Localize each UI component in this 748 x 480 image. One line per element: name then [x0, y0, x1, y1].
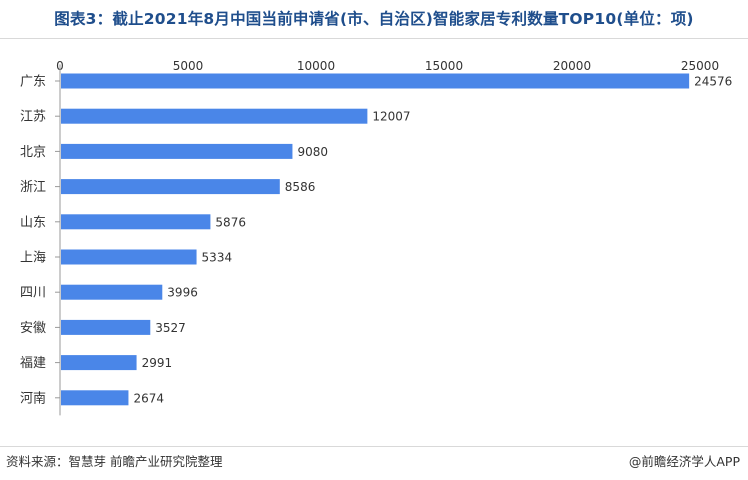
category-label: 浙江 — [20, 180, 46, 195]
category-label: 广东 — [20, 75, 46, 90]
bar — [61, 319, 151, 335]
x-tick-label: 20000 — [553, 59, 591, 73]
bar — [61, 143, 293, 159]
bar — [61, 249, 197, 265]
x-tick-label: 25000 — [681, 59, 719, 73]
data-label: 3996 — [167, 286, 198, 300]
bar — [61, 284, 163, 300]
category-label: 河南 — [20, 390, 46, 406]
data-label: 24576 — [694, 75, 732, 89]
x-tick-label: 10000 — [297, 59, 335, 73]
source-note: 资料来源：智慧芽 前瞻产业研究院整理 — [6, 454, 223, 469]
footer-divider — [0, 446, 748, 447]
data-label: 5334 — [202, 251, 233, 265]
bar — [61, 73, 690, 89]
category-label: 安徽 — [20, 321, 46, 336]
data-label: 3527 — [155, 321, 186, 335]
chart-title: 图表3：截止2021年8月中国当前申请省(市、自治区)智能家居专利数量TOP10… — [54, 10, 694, 28]
data-label: 2991 — [142, 356, 173, 370]
bar — [61, 179, 280, 195]
bar — [61, 390, 129, 406]
data-label: 8586 — [285, 180, 316, 194]
bar — [61, 355, 137, 371]
brand-credit: @前瞻经济学人APP — [628, 454, 740, 469]
category-label: 上海 — [20, 251, 46, 266]
category-label: 福建 — [20, 356, 46, 371]
x-tick-label: 15000 — [425, 59, 463, 73]
title-divider — [0, 38, 748, 39]
category-label: 山东 — [20, 215, 46, 230]
data-label: 5876 — [215, 215, 246, 229]
data-label: 2674 — [133, 391, 164, 405]
bar — [61, 214, 211, 230]
category-label: 北京 — [20, 145, 46, 160]
data-label: 12007 — [372, 110, 410, 124]
data-label: 9080 — [297, 145, 328, 159]
bar — [61, 108, 368, 124]
x-tick-label: 5000 — [173, 59, 204, 73]
bar-chart: 0500010000150002000025000广东24576江苏12007北… — [20, 59, 732, 416]
category-label: 江苏 — [20, 109, 46, 125]
category-label: 四川 — [20, 286, 46, 301]
